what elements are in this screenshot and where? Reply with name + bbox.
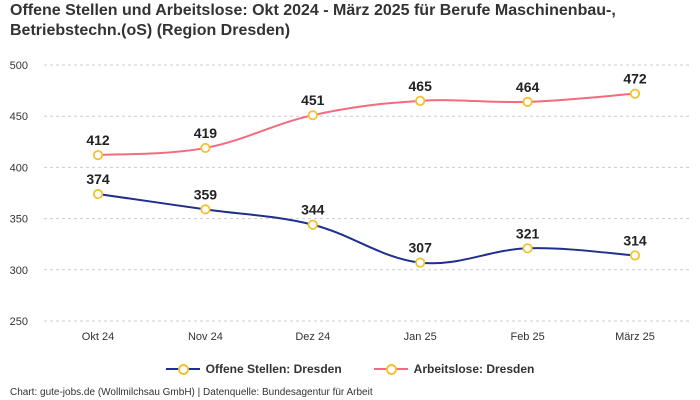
- series-group: [92, 88, 641, 268]
- data-label-1-0: 412: [86, 132, 110, 148]
- data-point-0-3: [415, 257, 426, 268]
- data-point-1-2: [307, 110, 318, 121]
- y-tick-350: 350: [10, 214, 28, 226]
- data-point-0-0: [92, 188, 104, 200]
- y-axis-ticks: 250 300 350 400 450 500: [10, 60, 28, 328]
- legend-label-offene-stellen: Offene Stellen: Dresden: [205, 362, 342, 376]
- data-point-0-5: [629, 250, 641, 261]
- data-label-0-0: 374: [86, 171, 110, 187]
- chart-title: Offene Stellen und Arbeitslose: Okt 2024…: [10, 2, 616, 39]
- data-label-1-3: 465: [409, 78, 433, 94]
- data-label-0-4: 321: [516, 225, 540, 241]
- data-point-1-0: [92, 150, 104, 161]
- data-label-1-4: 464: [516, 79, 540, 95]
- data-point-0-2: [307, 219, 318, 230]
- grid-lines: [44, 64, 690, 322]
- data-label-1-1: 419: [194, 125, 218, 141]
- legend: Offene Stellen: Dresden Arbeitslose: Dre…: [0, 362, 700, 376]
- x-tick-5: März 25: [615, 331, 655, 343]
- legend-item-arbeitslose[interactable]: Arbeitslose: Dresden: [373, 362, 535, 376]
- data-label-1-2: 451: [301, 92, 325, 108]
- data-label-0-1: 359: [194, 186, 218, 202]
- data-point-1-3: [415, 95, 426, 106]
- legend-swatch-arbeitslose: [373, 363, 408, 375]
- data-label-0-2: 344: [301, 202, 325, 218]
- data-point-0-4: [522, 243, 533, 254]
- y-tick-500: 500: [10, 60, 28, 72]
- series-line-1: [97, 92, 636, 157]
- series-line-0: [97, 193, 636, 265]
- y-tick-250: 250: [10, 316, 28, 328]
- x-tick-2: Dez 24: [295, 331, 330, 343]
- data-point-1-1: [200, 142, 211, 154]
- data-label-0-5: 314: [623, 232, 647, 248]
- legend-item-offene-stellen[interactable]: Offene Stellen: Dresden: [165, 362, 342, 376]
- data-point-1-5: [629, 88, 641, 99]
- x-tick-3: Jan 25: [404, 331, 437, 343]
- y-tick-450: 450: [10, 111, 28, 123]
- y-tick-400: 400: [10, 162, 28, 174]
- legend-label-arbeitslose: Arbeitslose: Dresden: [413, 362, 535, 376]
- x-tick-4: Feb 25: [510, 331, 544, 343]
- data-point-0-1: [200, 204, 211, 215]
- x-axis-ticks: Okt 24 Nov 24 Dez 24 Jan 25 Feb 25 März 25: [82, 331, 655, 343]
- data-point-1-4: [522, 96, 533, 107]
- x-tick-0: Okt 24: [82, 331, 114, 343]
- y-tick-300: 300: [10, 265, 28, 277]
- data-label-1-5: 472: [623, 71, 647, 87]
- legend-swatch-offene-stellen: [165, 363, 200, 375]
- x-tick-1: Nov 24: [188, 331, 223, 343]
- data-label-0-3: 307: [409, 240, 433, 256]
- chart-credit: Chart: gute-jobs.de (Wollmilchsau GmbH) …: [10, 387, 373, 398]
- data-labels: 374 359 344 307 321 314 412 419 451 465 464 472: [86, 71, 647, 256]
